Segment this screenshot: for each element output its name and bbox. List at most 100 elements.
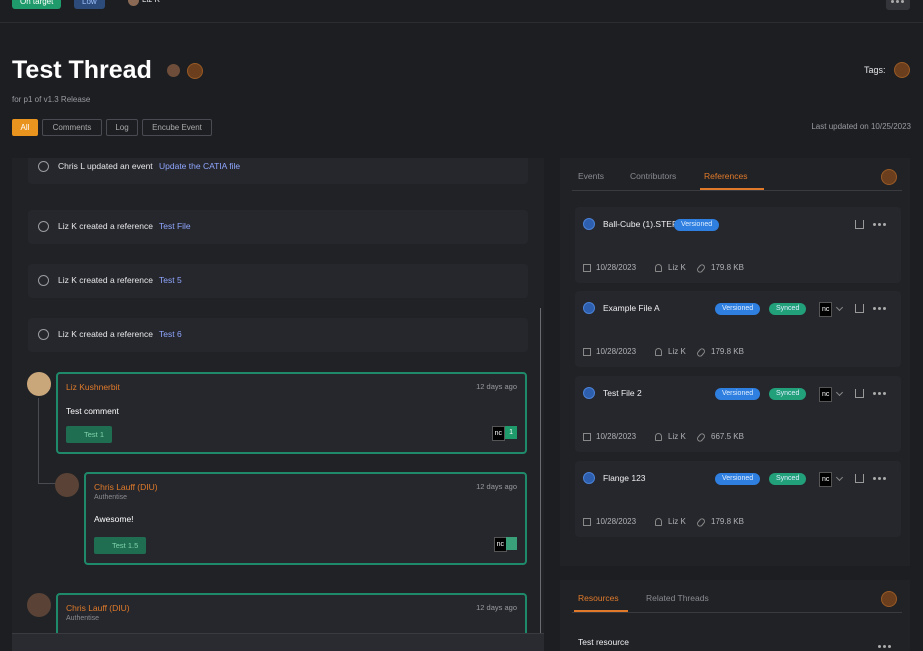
add-tag[interactable] bbox=[894, 62, 910, 78]
attachment-chip[interactable]: Test 1.5 bbox=[94, 537, 147, 554]
comment-card: Chris Lauff (DIU) 12 days ago Authentise bbox=[56, 593, 527, 633]
ref-user: Liz K bbox=[668, 517, 686, 526]
tab-underline bbox=[574, 610, 628, 612]
event-target[interactable]: Test 6 bbox=[159, 329, 182, 339]
file-name: Ball-Cube (1).STEP bbox=[603, 219, 678, 229]
panel-tab[interactable]: Events bbox=[578, 171, 604, 181]
ref-size: 179.8 KB bbox=[711, 263, 744, 272]
menu-dot bbox=[888, 645, 891, 648]
user-icon bbox=[655, 348, 662, 356]
app-logo: nc bbox=[493, 537, 507, 552]
app-logo: nc bbox=[819, 387, 833, 402]
filter-tab[interactable]: Encube Event bbox=[142, 119, 212, 136]
status-badge: Synced bbox=[769, 473, 807, 485]
comment-input[interactable] bbox=[12, 633, 544, 651]
event-item: Chris L updated an event Update the CATIA… bbox=[28, 158, 528, 184]
event-target[interactable]: Update the CATIA file bbox=[159, 161, 241, 171]
more-button[interactable] bbox=[873, 392, 889, 396]
more-button[interactable] bbox=[873, 477, 889, 481]
comment-time: 12 days ago bbox=[476, 603, 517, 612]
menu-dot bbox=[891, 0, 894, 3]
event-action: Liz K created a reference bbox=[58, 221, 153, 231]
filter-tab[interactable]: Comments bbox=[42, 119, 102, 136]
more-button[interactable] bbox=[873, 307, 889, 311]
more-button[interactable] bbox=[878, 645, 894, 649]
file-icon bbox=[583, 387, 595, 399]
thread-subtitle: for p1 of v1.3 Release bbox=[12, 95, 91, 104]
add-reference[interactable] bbox=[881, 169, 897, 185]
attachment-chip[interactable]: Test 1 bbox=[66, 426, 113, 443]
more-button[interactable] bbox=[886, 0, 910, 10]
status-badge[interactable]: On target bbox=[12, 0, 62, 9]
assignee-avatar bbox=[128, 0, 139, 6]
download-icon[interactable] bbox=[855, 474, 864, 483]
status-badge: Versioned bbox=[674, 219, 720, 231]
add-resource[interactable] bbox=[881, 591, 897, 607]
menu-dot bbox=[878, 392, 881, 395]
chevron bbox=[835, 388, 844, 397]
reference-card[interactable]: Ball-Cube (1).STEP Versioned 10/28/2023 Liz… bbox=[575, 207, 901, 283]
file-name: Flange 123 bbox=[603, 473, 646, 483]
assignee: Liz K bbox=[142, 0, 160, 4]
panel-tab[interactable]: Resources bbox=[578, 593, 619, 603]
clip-icon bbox=[695, 263, 707, 274]
filter-tab[interactable]: Log bbox=[106, 119, 138, 136]
resources-panel: Resources Related Threads Test resource bbox=[560, 580, 910, 651]
download-icon[interactable] bbox=[855, 220, 864, 229]
reference-card[interactable]: Test File 2 Versioned Synced nc 10/28/2023 Li… bbox=[575, 376, 901, 452]
status-badge: Versioned bbox=[715, 388, 761, 400]
file-icon bbox=[583, 218, 595, 230]
menu-dot bbox=[878, 477, 881, 480]
event-action: Liz K created a reference bbox=[58, 329, 153, 339]
event-item: Liz K created a reference Test 6 bbox=[28, 318, 528, 352]
add-contributor[interactable] bbox=[187, 63, 203, 79]
event-icon bbox=[38, 161, 49, 172]
menu-dot bbox=[883, 645, 886, 648]
chevron bbox=[835, 473, 844, 482]
clip-icon bbox=[695, 432, 707, 443]
event-item: Liz K created a reference Test 5 bbox=[28, 264, 528, 298]
event-action: Chris L updated an event bbox=[58, 161, 153, 171]
clip-icon bbox=[695, 347, 707, 358]
resource-name[interactable]: Test resource bbox=[578, 637, 630, 647]
comment-time: 12 days ago bbox=[476, 482, 517, 491]
ref-user: Liz K bbox=[668, 432, 686, 441]
download-icon[interactable] bbox=[855, 389, 864, 398]
calendar-icon bbox=[583, 433, 591, 441]
menu-dot bbox=[883, 223, 886, 226]
event-target[interactable]: Test File bbox=[159, 221, 191, 231]
ref-date: 10/28/2023 bbox=[596, 432, 637, 441]
reaction-icon bbox=[506, 537, 517, 550]
panel-tab[interactable]: Related Threads bbox=[646, 593, 709, 603]
reaction-count: 1 bbox=[505, 426, 517, 439]
more-button[interactable] bbox=[873, 223, 889, 227]
tab-underline bbox=[700, 188, 764, 190]
event-icon bbox=[38, 221, 49, 232]
app-logo: nc bbox=[819, 472, 833, 487]
filter-tab[interactable]: All bbox=[12, 119, 38, 136]
calendar-icon bbox=[583, 348, 591, 356]
file-icon bbox=[583, 302, 595, 314]
avatar bbox=[27, 593, 51, 617]
event-icon bbox=[38, 329, 49, 340]
user-icon bbox=[655, 264, 662, 272]
panel-tab[interactable]: Contributors bbox=[630, 171, 677, 181]
priority-badge[interactable]: Low bbox=[74, 0, 105, 9]
menu-dot bbox=[873, 307, 876, 310]
event-action: Liz K created a reference bbox=[58, 275, 153, 285]
status-badge: Versioned bbox=[715, 303, 761, 315]
menu-dot bbox=[878, 645, 881, 648]
reference-card[interactable]: Example File A Versioned Synced nc 10/28/202… bbox=[575, 291, 901, 367]
ref-size: 179.8 KB bbox=[711, 347, 744, 356]
reference-card[interactable]: Flange 123 Versioned Synced nc 10/28/2023 Liz… bbox=[575, 461, 901, 537]
last-updated: Last updated on 10/25/2023 bbox=[811, 122, 911, 131]
panel-tab[interactable]: References bbox=[704, 171, 748, 181]
status-badge: Synced bbox=[769, 388, 807, 400]
ref-user: Liz K bbox=[668, 263, 686, 272]
download-icon[interactable] bbox=[855, 304, 864, 313]
event-target[interactable]: Test 5 bbox=[159, 275, 182, 285]
user-icon bbox=[655, 518, 662, 526]
activity-panel: Chris L updated an event Update the CATIA… bbox=[12, 158, 544, 633]
menu-dot bbox=[873, 392, 876, 395]
file-name: Example File A bbox=[603, 303, 660, 313]
